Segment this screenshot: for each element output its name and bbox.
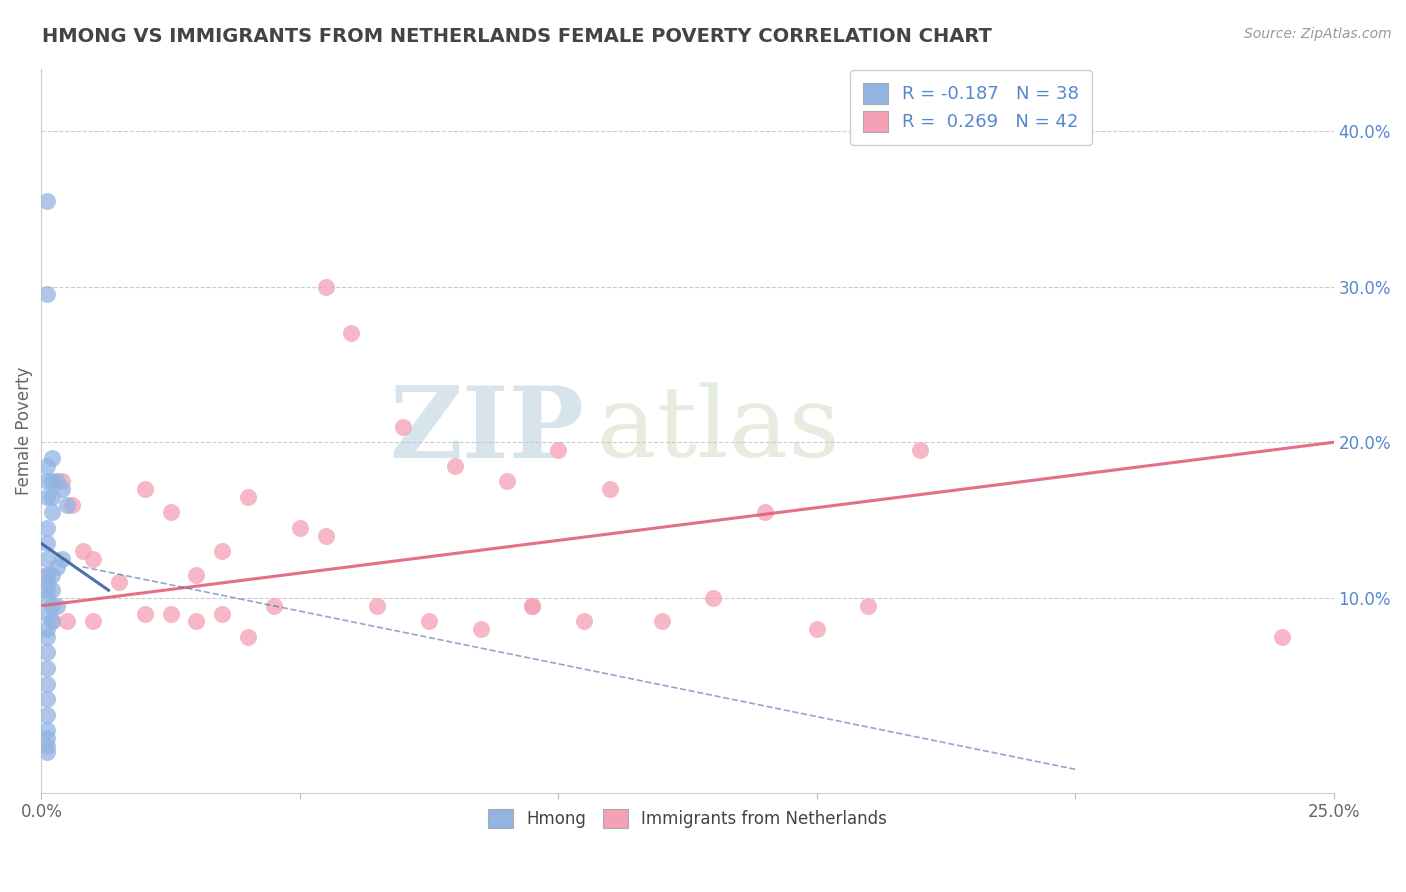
Point (159, 607, 181, 621)
Point (35, 474, 58, 488)
Point (41, 450, 63, 465)
Point (315, 279, 337, 293)
Point (41, 583, 63, 598)
Point (35, 591, 58, 605)
Text: HMONG VS IMMIGRANTS FROM NETHERLANDS FEMALE POVERTY CORRELATION CHART: HMONG VS IMMIGRANTS FROM NETHERLANDS FEM… (42, 27, 993, 45)
Text: ZIP: ZIP (389, 382, 583, 479)
Point (392, 419, 415, 434)
Point (35, 552, 58, 566)
Point (470, 622, 492, 636)
Point (35, 630, 58, 644)
Point (35, 287, 58, 301)
Point (35, 676, 58, 690)
Point (35, 583, 58, 598)
Point (522, 599, 544, 613)
Point (35, 194, 58, 208)
Point (82, 615, 104, 629)
Point (340, 326, 363, 341)
Point (108, 575, 131, 590)
Point (51, 474, 73, 488)
Legend: Hmong, Immigrants from Netherlands: Hmong, Immigrants from Netherlands (481, 803, 894, 835)
Point (35, 731, 58, 746)
Point (35, 661, 58, 675)
Point (35, 490, 58, 504)
Point (702, 591, 724, 605)
Point (56, 498, 79, 512)
Point (82, 552, 104, 566)
Point (186, 567, 208, 582)
Point (211, 607, 233, 621)
Point (35, 723, 58, 738)
Y-axis label: Female Poverty: Female Poverty (15, 367, 32, 495)
Point (134, 607, 156, 621)
Point (366, 599, 388, 613)
Point (41, 615, 63, 629)
Point (186, 615, 208, 629)
Point (572, 615, 595, 629)
Point (56, 615, 79, 629)
Point (41, 490, 63, 504)
Point (35, 567, 58, 582)
Point (35, 458, 58, 473)
Point (418, 615, 440, 629)
Point (35, 692, 58, 706)
Point (522, 599, 544, 613)
Point (35, 607, 58, 621)
Point (134, 482, 156, 496)
Point (263, 599, 285, 613)
Point (51, 552, 73, 566)
Point (35, 521, 58, 535)
Text: atlas: atlas (598, 383, 839, 478)
Point (444, 458, 467, 473)
Point (211, 544, 233, 558)
Point (41, 505, 63, 519)
Point (858, 599, 880, 613)
Point (35, 622, 58, 636)
Point (599, 482, 621, 496)
Point (35, 536, 58, 550)
Point (60, 498, 83, 512)
Point (41, 615, 63, 629)
Text: Source: ZipAtlas.com: Source: ZipAtlas.com (1244, 27, 1392, 41)
Point (72, 544, 94, 558)
Point (495, 474, 517, 488)
Point (45, 559, 67, 574)
Point (288, 521, 311, 535)
Point (45, 599, 67, 613)
Point (236, 630, 259, 644)
Point (908, 443, 931, 458)
Point (35, 646, 58, 660)
Point (547, 443, 569, 458)
Point (35, 707, 58, 722)
Point (51, 482, 73, 496)
Point (651, 615, 673, 629)
Point (35, 567, 58, 582)
Point (159, 505, 181, 519)
Point (41, 599, 63, 613)
Point (41, 567, 63, 582)
Point (45, 474, 67, 488)
Point (236, 490, 259, 504)
Point (1271, 630, 1294, 644)
Point (41, 474, 63, 488)
Point (35, 739, 58, 753)
Point (754, 505, 776, 519)
Point (35, 745, 58, 759)
Point (315, 529, 337, 543)
Point (806, 622, 828, 636)
Point (35, 575, 58, 590)
